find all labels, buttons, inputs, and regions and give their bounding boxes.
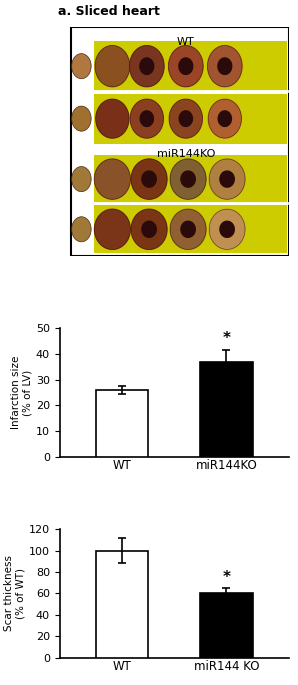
- Y-axis label: Scar thickness
(% of WT): Scar thickness (% of WT): [4, 556, 26, 632]
- Polygon shape: [218, 111, 232, 127]
- Ellipse shape: [72, 106, 91, 132]
- Bar: [200, 593, 253, 658]
- Polygon shape: [179, 111, 193, 127]
- Polygon shape: [220, 171, 234, 187]
- Polygon shape: [179, 58, 193, 75]
- Polygon shape: [94, 209, 130, 249]
- Polygon shape: [130, 46, 164, 87]
- Text: WT: WT: [177, 36, 195, 47]
- Polygon shape: [142, 221, 156, 237]
- Polygon shape: [220, 221, 234, 237]
- Polygon shape: [130, 99, 163, 138]
- Y-axis label: Infarction size
(% of LV): Infarction size (% of LV): [11, 356, 33, 429]
- Polygon shape: [142, 171, 156, 187]
- Polygon shape: [96, 99, 129, 138]
- Bar: [94, 41, 287, 91]
- Polygon shape: [218, 58, 232, 75]
- Ellipse shape: [72, 53, 91, 79]
- Bar: [96, 551, 148, 658]
- Polygon shape: [209, 209, 245, 249]
- Ellipse shape: [72, 166, 91, 192]
- Ellipse shape: [72, 216, 91, 242]
- Text: miR144KO: miR144KO: [157, 149, 215, 160]
- Polygon shape: [181, 221, 195, 237]
- Polygon shape: [170, 209, 206, 249]
- Polygon shape: [169, 46, 203, 87]
- Bar: [96, 390, 148, 457]
- Polygon shape: [208, 46, 242, 87]
- Text: *: *: [223, 571, 230, 586]
- Bar: [94, 155, 287, 203]
- Polygon shape: [140, 111, 153, 127]
- Polygon shape: [94, 159, 130, 199]
- Polygon shape: [95, 46, 130, 87]
- Polygon shape: [140, 58, 154, 75]
- Bar: [94, 206, 287, 253]
- Polygon shape: [131, 209, 167, 249]
- Polygon shape: [131, 159, 167, 199]
- Bar: [94, 94, 287, 144]
- Text: *: *: [223, 332, 230, 346]
- Polygon shape: [209, 159, 245, 199]
- Polygon shape: [170, 159, 206, 199]
- Polygon shape: [208, 99, 241, 138]
- Polygon shape: [181, 171, 195, 187]
- Polygon shape: [169, 99, 202, 138]
- Text: a. Sliced heart: a. Sliced heart: [58, 5, 160, 18]
- Bar: [200, 362, 253, 457]
